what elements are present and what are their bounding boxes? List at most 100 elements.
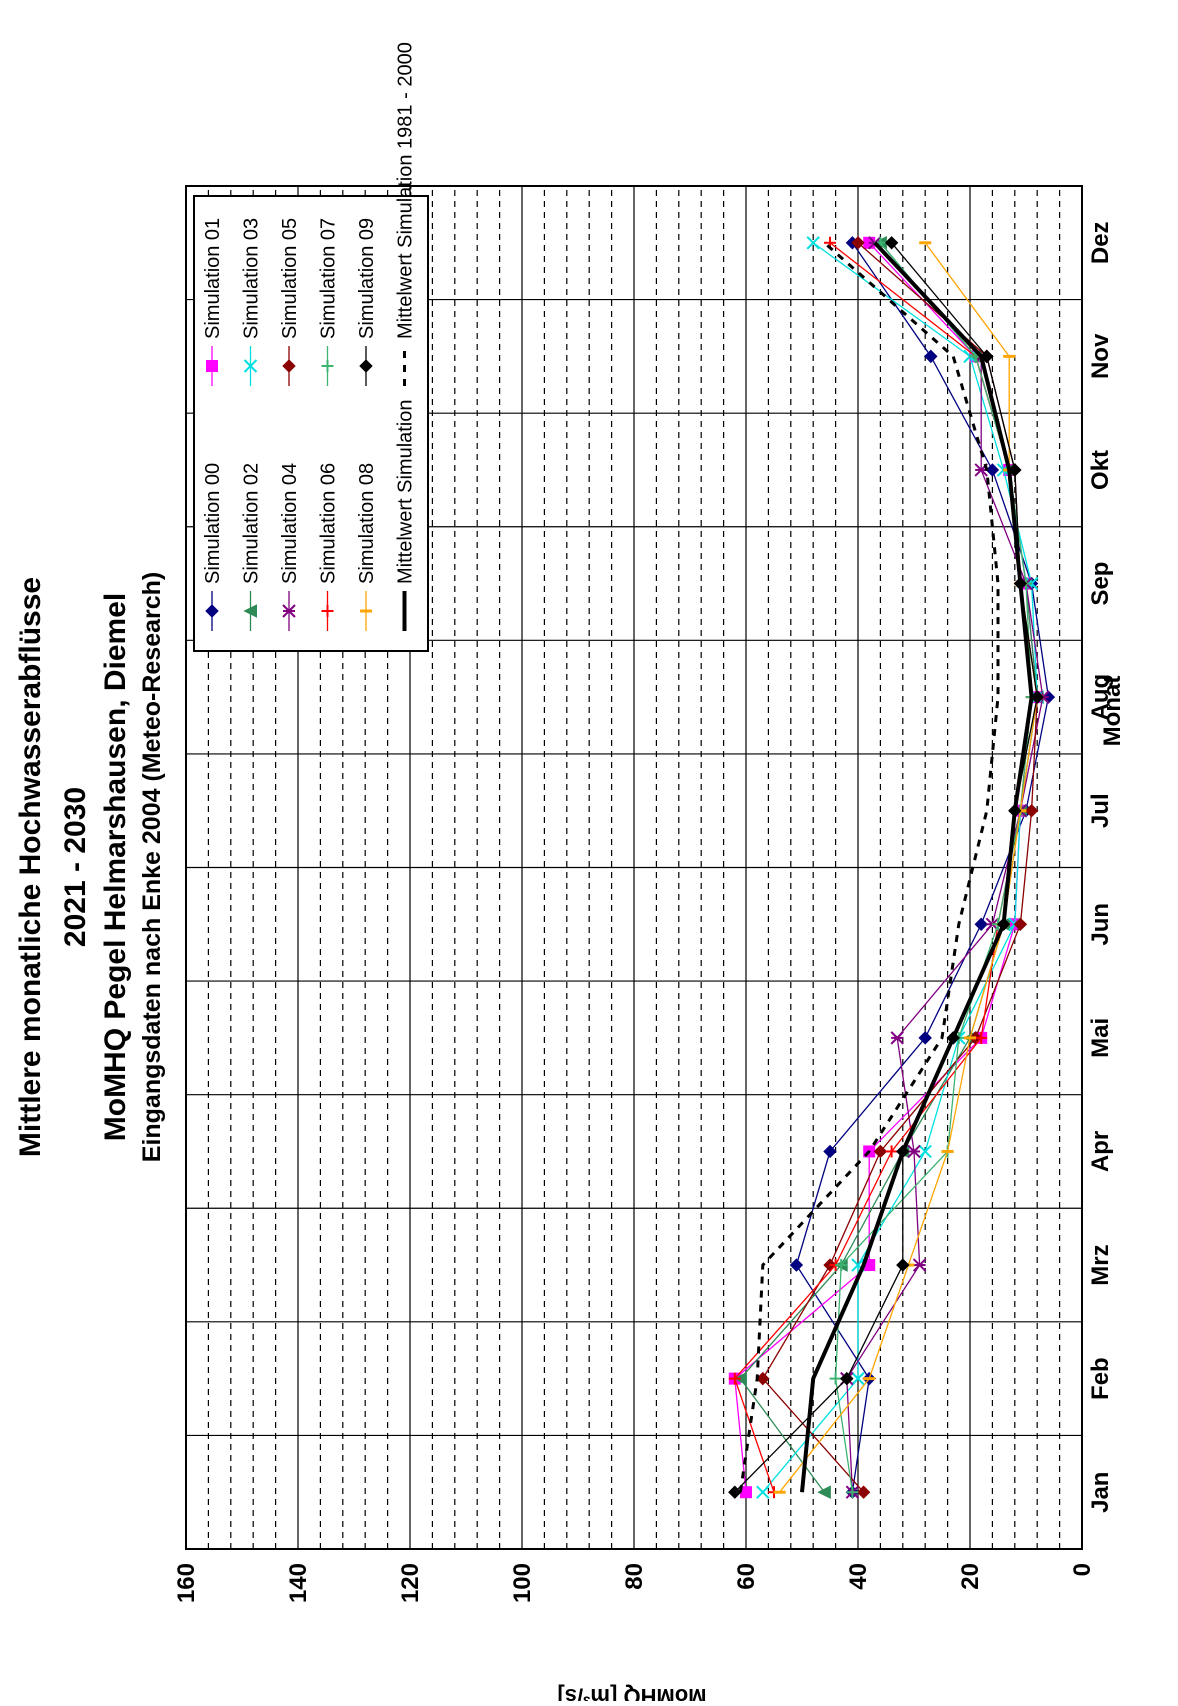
marker-diamond [884, 236, 899, 250]
legend-label: Simulation 09 [356, 218, 378, 339]
marker-x [243, 359, 258, 373]
x-axis-label: Monat [1099, 676, 1126, 747]
series-10 [800, 241, 1034, 1493]
series-line [779, 242, 1038, 1493]
title-line-0: Mittlere monatliche Hochwasserabflüsse [14, 577, 47, 1157]
title-line-3: Eingangsdaten nach Enke 2004 (Meteo-Rese… [138, 572, 166, 1162]
marker-star [907, 1144, 921, 1159]
marker-square [206, 360, 218, 372]
y-tick-label: 100 [509, 1563, 536, 1603]
legend-item: Simulation 05 [279, 218, 301, 386]
marker-x [806, 236, 820, 250]
legend-label: Simulation 01 [202, 218, 224, 339]
y-tick-label: 60 [733, 1563, 760, 1590]
x-tick-label: Sep [1087, 562, 1114, 606]
chart-title: Mittlere monatliche Hochwasserabflüsse 20… [14, 572, 166, 1162]
x-tick-label: Nov [1087, 333, 1114, 379]
marker-diamond [924, 349, 938, 364]
x-tick-label: Feb [1087, 1357, 1114, 1400]
marker-diamond [282, 359, 296, 373]
legend-item: Mittelwert Simulation 1981 - 2000 [395, 42, 417, 386]
series-line [800, 241, 1034, 1493]
marker-square [740, 1486, 752, 1499]
legend-label: Mittelwert Simulation 1981 - 2000 [395, 42, 417, 339]
legend: Simulation 00 Simulation 02 Simulation 04 S… [193, 42, 429, 652]
legend-item: Simulation 07 [318, 218, 340, 386]
marker-diamond [205, 604, 219, 618]
x-tick-label: Mrz [1087, 1244, 1114, 1285]
marker-diamond [1030, 690, 1044, 704]
legend-label: Simulation 07 [318, 218, 340, 339]
marker-x [918, 1144, 932, 1159]
marker-diamond [1024, 804, 1039, 818]
y-tick-label: 140 [285, 1563, 312, 1603]
marker-x [756, 1485, 770, 1499]
legend-item: Simulation 06 [318, 463, 340, 631]
marker-diamond [851, 236, 865, 250]
x-tick-label: Mai [1087, 1018, 1114, 1058]
y-tick-label: 0 [1069, 1563, 1096, 1576]
marker-plus [321, 605, 334, 617]
legend-label: Simulation 04 [279, 463, 301, 584]
y-tick-label: 40 [845, 1563, 872, 1590]
marker-diamond [856, 1485, 871, 1499]
marker-diamond [359, 359, 373, 373]
legend-label: Simulation 05 [279, 218, 301, 339]
marker-plus [728, 1372, 741, 1385]
x-tick-label: Jan [1087, 1472, 1114, 1513]
marker-plus [835, 1259, 848, 1272]
title-line-2: MoMHQ Pegel Helmarshausen, Diemel [99, 593, 132, 1142]
legend-item: Simulation 08 [356, 463, 378, 631]
series-11 [738, 241, 1000, 1493]
legend-label: Simulation 02 [241, 463, 263, 584]
y-tick-label: 80 [621, 1563, 648, 1590]
legend-item: Simulation 04 [279, 463, 301, 631]
marker-plus [846, 1486, 859, 1499]
legend-label: Mittelwert Simulation [395, 399, 417, 584]
marker-triangle [243, 604, 257, 618]
marker-star [912, 1258, 927, 1272]
marker-plus [829, 1372, 842, 1385]
marker-diamond [823, 1144, 837, 1159]
marker-diamond [985, 463, 1000, 477]
legend-box [193, 195, 429, 652]
series-line [738, 241, 1000, 1493]
legend-item: Simulation 00 [202, 463, 224, 631]
marker-plus [975, 1031, 988, 1044]
marker-diamond [840, 1371, 854, 1386]
marker-diamond [896, 1258, 910, 1272]
marker-star [890, 1031, 904, 1045]
y-tick-label: 20 [957, 1563, 984, 1590]
plot-border [185, 185, 1083, 1550]
marker-diamond [1008, 463, 1022, 477]
y-axis-label: MoMHQ [m³/s] [557, 1684, 706, 1701]
marker-diamond [918, 1031, 932, 1045]
legend-item: Simulation 01 [202, 218, 224, 386]
title-line-1: 2021 - 2030 [59, 787, 92, 947]
x-tick-label: Dez [1087, 221, 1114, 264]
x-tick-label: Okt [1087, 450, 1114, 490]
marker-star [282, 604, 296, 618]
series-area [728, 235, 1056, 1500]
x-tick-label: Aug [1087, 674, 1114, 721]
y-tick-label: 120 [397, 1563, 424, 1603]
legend-label: Simulation 06 [318, 463, 340, 584]
axes: 0 20 40 60 80 100 120 140 160 MoMHQ [m³/s] Jan Feb M… [173, 221, 1126, 1706]
marker-plus [885, 1145, 898, 1158]
x-tick-label: Jul [1087, 793, 1114, 828]
marker-diamond [1013, 917, 1028, 931]
marker-x [851, 1371, 865, 1386]
legend-label: Simulation 08 [356, 463, 378, 584]
marker-diamond [789, 1258, 804, 1272]
marker-plus [321, 360, 334, 372]
marker-diamond [756, 1371, 770, 1386]
legend-item: Simulation 03 [241, 218, 263, 386]
legend-item: Mittelwert Simulation [395, 399, 417, 631]
y-tick-label: 160 [173, 1563, 200, 1603]
legend-item: Simulation 09 [356, 218, 378, 386]
legend-item: Simulation 02 [241, 463, 263, 631]
x-tick-label: Jun [1087, 903, 1114, 946]
x-tick-label: Apr [1087, 1131, 1114, 1172]
